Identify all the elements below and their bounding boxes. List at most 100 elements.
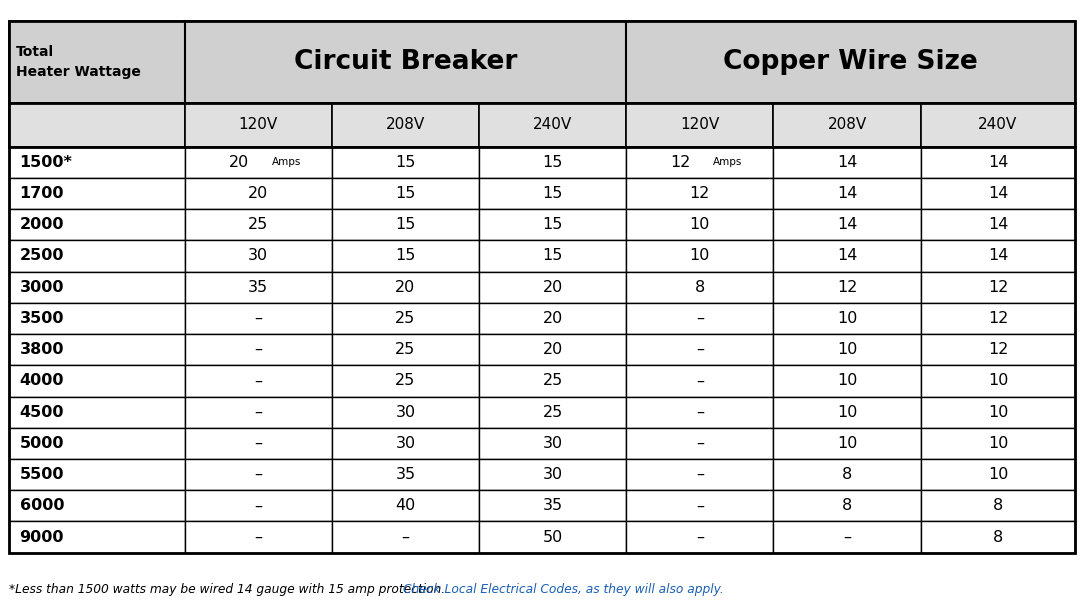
Text: 12: 12 bbox=[988, 280, 1008, 295]
Bar bbox=[920, 271, 1075, 303]
Bar bbox=[9, 334, 184, 365]
Bar bbox=[479, 428, 627, 459]
Bar bbox=[9, 490, 184, 521]
Bar bbox=[332, 241, 479, 271]
Bar bbox=[479, 490, 627, 521]
Text: 8: 8 bbox=[842, 498, 852, 513]
Text: 10: 10 bbox=[837, 342, 857, 357]
Bar bbox=[774, 271, 920, 303]
Text: 14: 14 bbox=[837, 248, 857, 264]
Text: Circuit Breaker: Circuit Breaker bbox=[294, 49, 517, 75]
Bar bbox=[627, 21, 1075, 103]
Text: 10: 10 bbox=[837, 405, 857, 419]
Bar bbox=[332, 459, 479, 490]
Bar bbox=[920, 241, 1075, 271]
Bar bbox=[774, 303, 920, 334]
Text: –: – bbox=[255, 373, 262, 388]
Text: 40: 40 bbox=[396, 498, 415, 513]
Text: 10: 10 bbox=[988, 436, 1008, 451]
Bar bbox=[332, 103, 479, 147]
Text: 10: 10 bbox=[988, 373, 1008, 388]
Text: 12: 12 bbox=[689, 186, 710, 201]
Text: –: – bbox=[255, 405, 262, 419]
Text: –: – bbox=[696, 436, 704, 451]
Text: 9000: 9000 bbox=[20, 530, 64, 545]
Bar bbox=[9, 178, 184, 209]
Text: 5000: 5000 bbox=[20, 436, 64, 451]
Text: 15: 15 bbox=[396, 248, 415, 264]
Text: 25: 25 bbox=[396, 373, 415, 388]
Bar bbox=[184, 428, 332, 459]
Text: Amps: Amps bbox=[272, 158, 301, 167]
Text: 12: 12 bbox=[988, 342, 1008, 357]
Text: 2500: 2500 bbox=[20, 248, 64, 264]
Bar bbox=[332, 365, 479, 396]
Text: 12: 12 bbox=[988, 311, 1008, 326]
Text: 208V: 208V bbox=[827, 118, 867, 132]
Bar bbox=[9, 521, 184, 553]
Bar bbox=[9, 271, 184, 303]
Bar bbox=[920, 428, 1075, 459]
Bar bbox=[184, 365, 332, 396]
Text: 15: 15 bbox=[542, 248, 563, 264]
Bar bbox=[627, 103, 774, 147]
Text: 20: 20 bbox=[229, 155, 249, 170]
Bar bbox=[332, 490, 479, 521]
Text: 15: 15 bbox=[542, 186, 563, 201]
Text: 25: 25 bbox=[542, 373, 563, 388]
Bar bbox=[184, 21, 627, 103]
Bar bbox=[184, 271, 332, 303]
Text: 14: 14 bbox=[837, 155, 857, 170]
Bar bbox=[332, 428, 479, 459]
Text: 25: 25 bbox=[396, 342, 415, 357]
Text: 3500: 3500 bbox=[20, 311, 64, 326]
Text: 1700: 1700 bbox=[20, 186, 64, 201]
Bar bbox=[479, 103, 627, 147]
Bar bbox=[627, 303, 774, 334]
Bar bbox=[774, 459, 920, 490]
Bar bbox=[920, 490, 1075, 521]
Text: 30: 30 bbox=[543, 436, 563, 451]
Bar bbox=[920, 459, 1075, 490]
Bar bbox=[332, 209, 479, 241]
Text: 10: 10 bbox=[837, 311, 857, 326]
Bar bbox=[9, 303, 184, 334]
Text: 10: 10 bbox=[837, 436, 857, 451]
Text: Check Local Electrical Codes, as they will also apply.: Check Local Electrical Codes, as they wi… bbox=[403, 582, 724, 596]
Bar bbox=[184, 396, 332, 428]
Text: 8: 8 bbox=[993, 498, 1003, 513]
Bar bbox=[184, 103, 332, 147]
Text: 14: 14 bbox=[988, 248, 1008, 264]
Bar bbox=[184, 521, 332, 553]
Text: 208V: 208V bbox=[386, 118, 425, 132]
Bar bbox=[332, 521, 479, 553]
Bar bbox=[774, 209, 920, 241]
Bar bbox=[479, 303, 627, 334]
Bar bbox=[184, 459, 332, 490]
Text: *Less than 1500 watts may be wired 14 gauge with 15 amp protection.: *Less than 1500 watts may be wired 14 ga… bbox=[9, 582, 449, 596]
Text: 5500: 5500 bbox=[20, 467, 64, 482]
Bar bbox=[479, 521, 627, 553]
Bar bbox=[920, 521, 1075, 553]
Text: –: – bbox=[696, 373, 704, 388]
Bar bbox=[184, 178, 332, 209]
Text: 30: 30 bbox=[396, 405, 415, 419]
Text: 15: 15 bbox=[396, 186, 415, 201]
Text: –: – bbox=[696, 530, 704, 545]
Text: –: – bbox=[255, 342, 262, 357]
Bar bbox=[920, 147, 1075, 178]
Text: 2000: 2000 bbox=[20, 217, 64, 232]
Bar bbox=[774, 365, 920, 396]
Bar bbox=[9, 428, 184, 459]
Text: –: – bbox=[255, 311, 262, 326]
Text: Total
Heater Wattage: Total Heater Wattage bbox=[16, 45, 141, 79]
Bar bbox=[627, 271, 774, 303]
Bar bbox=[184, 303, 332, 334]
Bar bbox=[184, 147, 332, 178]
Text: Copper Wire Size: Copper Wire Size bbox=[723, 49, 978, 75]
Text: 15: 15 bbox=[542, 217, 563, 232]
Bar bbox=[920, 209, 1075, 241]
Text: –: – bbox=[255, 436, 262, 451]
Text: 25: 25 bbox=[542, 405, 563, 419]
Bar bbox=[774, 103, 920, 147]
